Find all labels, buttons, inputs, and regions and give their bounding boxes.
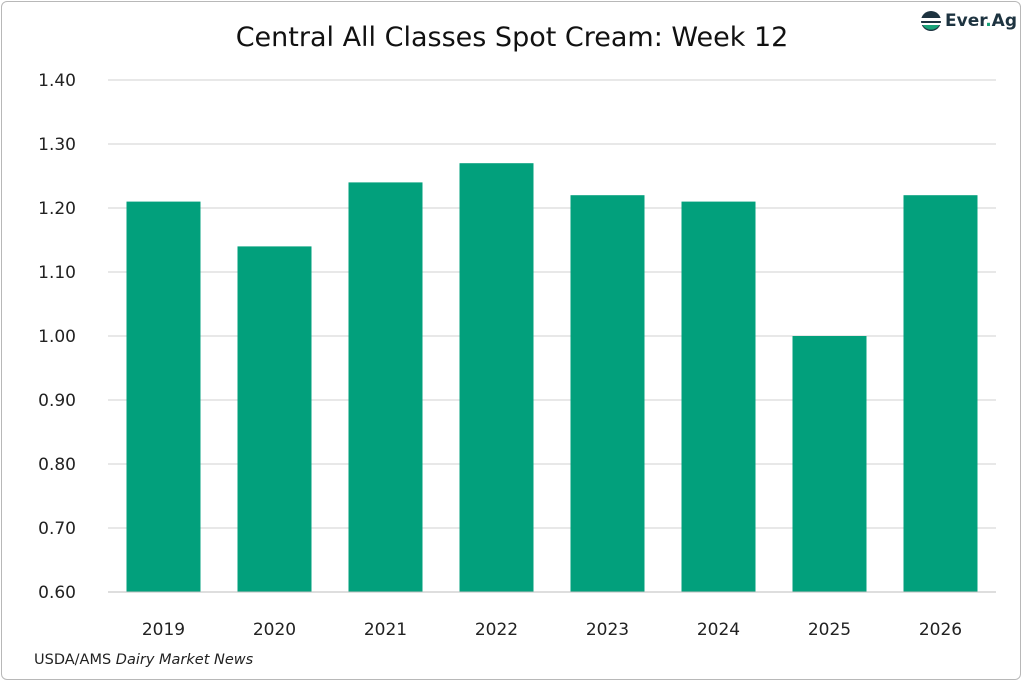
y-tick-label: 1.10 xyxy=(38,263,76,283)
bar-2025 xyxy=(792,336,867,592)
everag-logo: Ever.Ag xyxy=(920,10,1017,32)
x-tick-label: 2025 xyxy=(808,620,851,640)
bar-2019 xyxy=(126,201,201,592)
everag-logo-icon xyxy=(921,11,941,31)
y-tick-label: 0.90 xyxy=(38,391,76,411)
y-tick-label: 1.40 xyxy=(38,71,76,91)
chart-title: Central All Classes Spot Cream: Week 12 xyxy=(235,22,789,53)
logo-suffix: Ag xyxy=(991,11,1017,31)
x-tick-label: 2020 xyxy=(253,620,296,640)
source-note: USDA/AMS Dairy Market News xyxy=(34,652,253,668)
logo-name: Ever xyxy=(945,11,986,31)
y-tick-label: 0.80 xyxy=(38,455,76,475)
x-tick-label: 2024 xyxy=(697,620,740,640)
x-tick-label: 2021 xyxy=(364,620,407,640)
y-tick-label: 0.60 xyxy=(38,583,76,603)
y-tick-label: 1.00 xyxy=(38,327,76,347)
x-tick-label: 2023 xyxy=(586,620,629,640)
y-tick-label: 1.20 xyxy=(38,199,76,219)
source-italic: Dairy Market News xyxy=(115,652,254,668)
x-tick-label: 2022 xyxy=(475,620,518,640)
bar-2022 xyxy=(459,163,534,592)
x-tick-label: 2019 xyxy=(142,620,185,640)
bar-2024 xyxy=(681,201,756,592)
bar-2020 xyxy=(237,246,312,592)
bar-2021 xyxy=(348,182,423,592)
bar-2023 xyxy=(570,195,645,592)
logo-dot: . xyxy=(985,11,992,31)
y-tick-label: 0.70 xyxy=(38,519,76,539)
y-tick-label: 1.30 xyxy=(38,135,76,155)
x-tick-label: 2026 xyxy=(919,620,962,640)
source-prefix: USDA/AMS xyxy=(34,652,116,668)
bar-2026 xyxy=(903,195,978,592)
